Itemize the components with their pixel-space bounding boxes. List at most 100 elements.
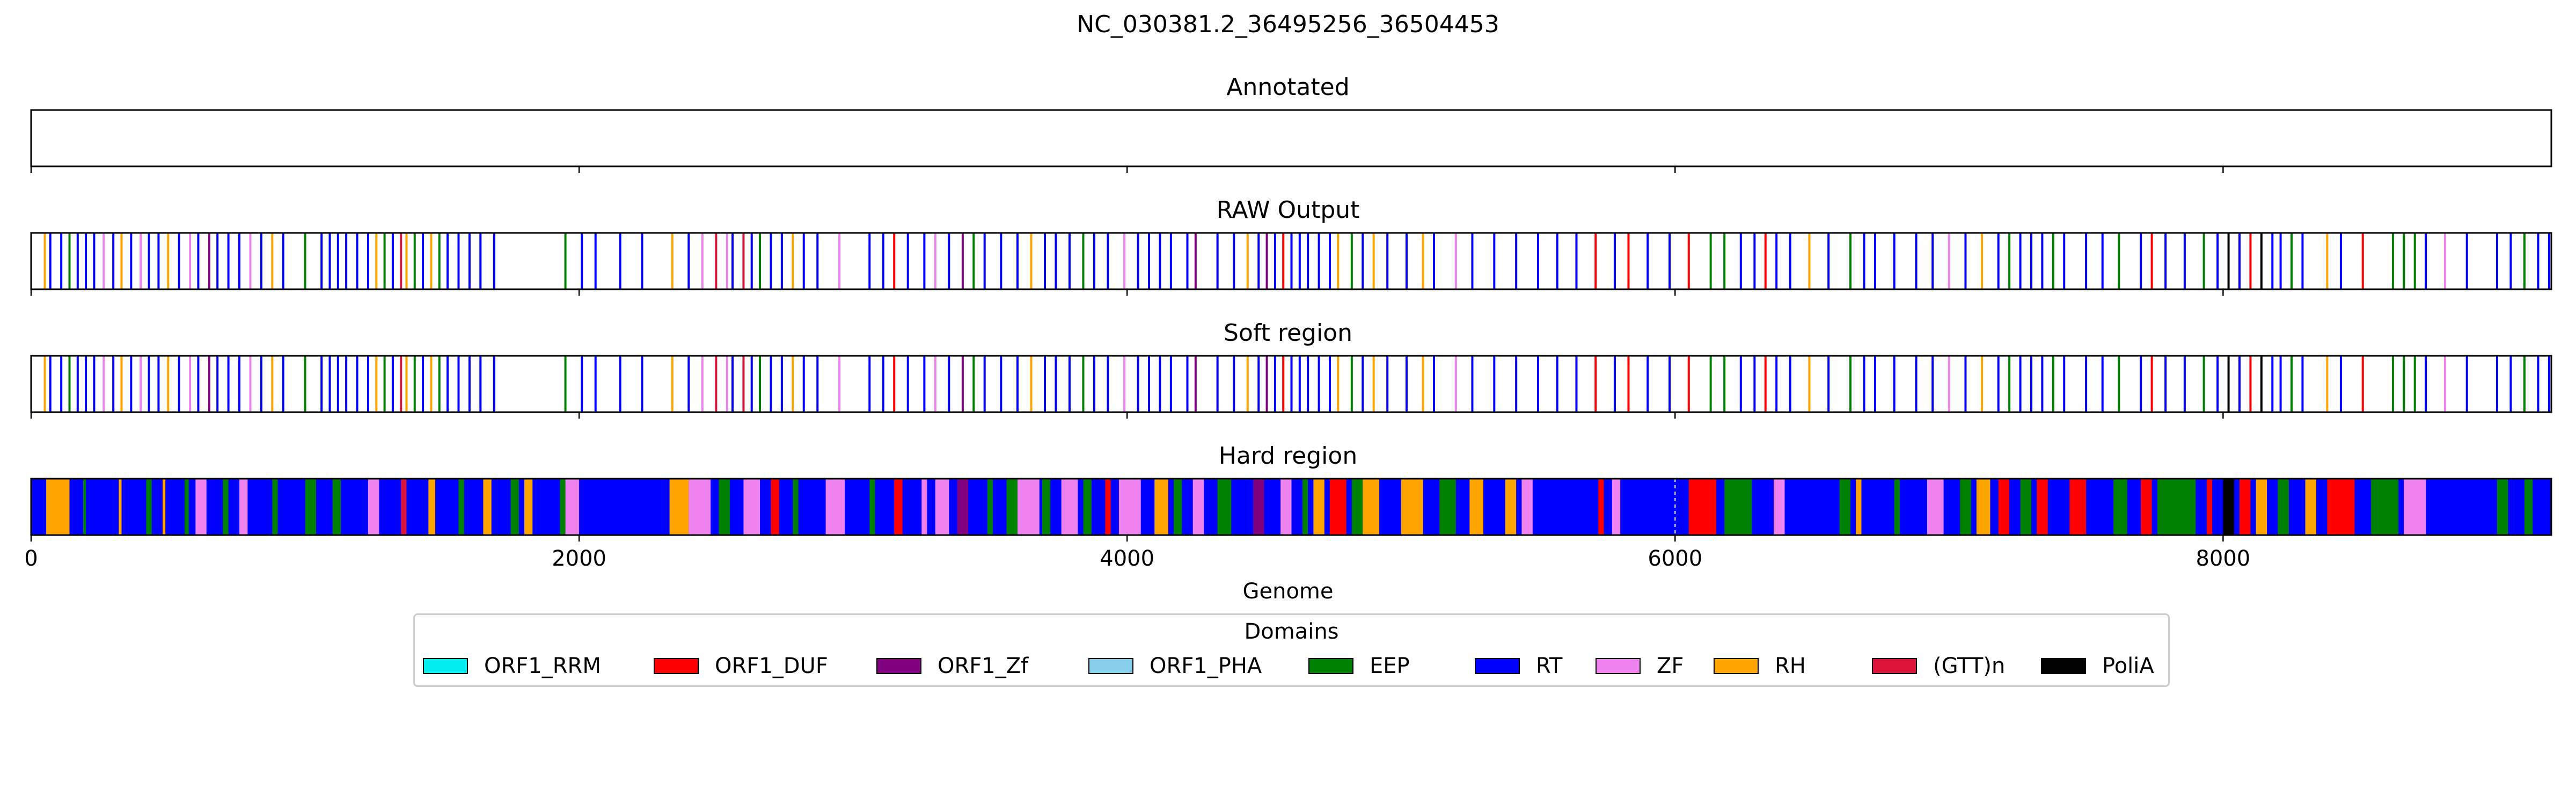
mark-rt: [923, 233, 926, 289]
mark-rt: [1016, 233, 1019, 289]
mark-rt: [1753, 233, 1756, 289]
mark-rt: [1997, 233, 2000, 289]
mark-eep: [2290, 233, 2293, 289]
mark-rt: [868, 356, 871, 412]
mark-rt: [493, 356, 495, 412]
mark-rt: [1964, 233, 1967, 289]
mark-orf1-zf: [208, 356, 210, 412]
legend-swatch: [1596, 658, 1641, 674]
mark-rh: [1246, 233, 1249, 289]
legend-label: (GTT)n: [1933, 654, 2006, 678]
legend-swatch: [1872, 658, 1917, 674]
mark-rh: [405, 233, 408, 289]
mark-rt: [1386, 233, 1389, 289]
mark-orf1-duf: [2150, 356, 2153, 412]
segment-zf: [1192, 479, 1204, 535]
mark-rt: [1107, 233, 1109, 289]
segment-eep: [146, 479, 152, 535]
mark-rh: [167, 356, 170, 412]
mark-rh: [430, 356, 433, 412]
segment-rh: [524, 479, 533, 535]
segment-rh: [669, 479, 689, 535]
mark-rt: [1068, 233, 1071, 289]
mark-rt: [983, 356, 986, 412]
mark-rt: [1233, 356, 1235, 412]
mark-rt: [816, 356, 819, 412]
segment-polia: [2223, 479, 2234, 535]
mark-rt: [345, 356, 348, 412]
mark-rt: [882, 233, 884, 289]
panel-raw-output: RAW Output: [30, 196, 2552, 296]
legend-entry: ORF1_RRM: [423, 653, 601, 679]
mark-rt: [2509, 233, 2512, 289]
panel-soft-region: Soft region: [30, 319, 2552, 419]
tick-label: 2000: [552, 546, 606, 571]
legend-label: EEP: [1370, 654, 1410, 678]
segment-rh: [483, 479, 492, 535]
mark-zf: [934, 356, 936, 412]
mark-rt: [1307, 356, 1309, 412]
mark-eep: [1350, 233, 1353, 289]
mark-eep: [413, 233, 416, 289]
mark-rt: [1915, 356, 1918, 412]
mark-eep: [2413, 233, 2416, 289]
mark-rt: [1107, 356, 1109, 412]
mark-rt: [2301, 233, 2304, 289]
mark-rt: [1405, 356, 1408, 412]
mark-rt: [594, 233, 597, 289]
mark-eep: [304, 356, 306, 412]
mark-rt: [336, 233, 339, 289]
mark-rt: [49, 356, 52, 412]
mark-zf: [838, 233, 841, 289]
mark-zf: [701, 356, 704, 412]
mark-rt: [468, 233, 471, 289]
mark-rh: [671, 356, 674, 412]
mark-rt: [1386, 356, 1389, 412]
mark-rt: [1515, 356, 1518, 412]
mark-rt: [260, 356, 262, 412]
legend-entry: ORF1_DUF: [654, 653, 828, 679]
segment-eep: [332, 479, 341, 535]
mark-rh: [792, 356, 794, 412]
mark-orf1-duf: [1687, 356, 1690, 412]
segment-eep: [987, 479, 993, 535]
mark-eep: [564, 356, 567, 412]
mark-rt: [2279, 356, 2282, 412]
segment-eep: [1351, 479, 1363, 535]
mark-zf: [189, 356, 192, 412]
mark-rt: [1257, 233, 1260, 289]
segment-orf1-duf: [1329, 479, 1346, 535]
mark-rt: [1775, 233, 1778, 289]
mark-rt: [391, 233, 394, 289]
mark-polia: [2260, 233, 2263, 289]
mark-rt: [1964, 356, 1967, 412]
mark-rt: [2537, 356, 2540, 412]
mark-rt: [1931, 356, 1934, 412]
mark-rt: [1556, 233, 1558, 289]
segment-eep: [2524, 479, 2533, 535]
mark-rt: [1186, 233, 1189, 289]
mark-rt: [750, 233, 753, 289]
segment-eep: [305, 479, 316, 535]
mark-orf1-duf: [893, 356, 896, 412]
mark-rt: [2465, 356, 2468, 412]
mark-eep: [759, 233, 762, 289]
mark-rt: [1893, 356, 1896, 412]
mark-rt: [1432, 356, 1435, 412]
mark-eep: [438, 356, 441, 412]
mark-rh: [375, 356, 378, 412]
segment-zf: [1774, 479, 1785, 535]
mark-rt: [328, 233, 331, 289]
segment-zf: [1017, 479, 1040, 535]
mark-polia: [2227, 233, 2230, 289]
mark-rt: [282, 356, 284, 412]
legend-swatch: [2041, 658, 2086, 674]
segment-orf1-duf: [2206, 479, 2212, 535]
mark-rt: [1775, 356, 1778, 412]
mark-rt: [93, 356, 96, 412]
legend-entry: RT: [1475, 653, 1562, 679]
mark-orf1-zf: [1194, 233, 1197, 289]
mark-orf1-zf: [961, 356, 964, 412]
mark-rt: [2509, 356, 2512, 412]
mark--gtt-n: [400, 233, 402, 289]
